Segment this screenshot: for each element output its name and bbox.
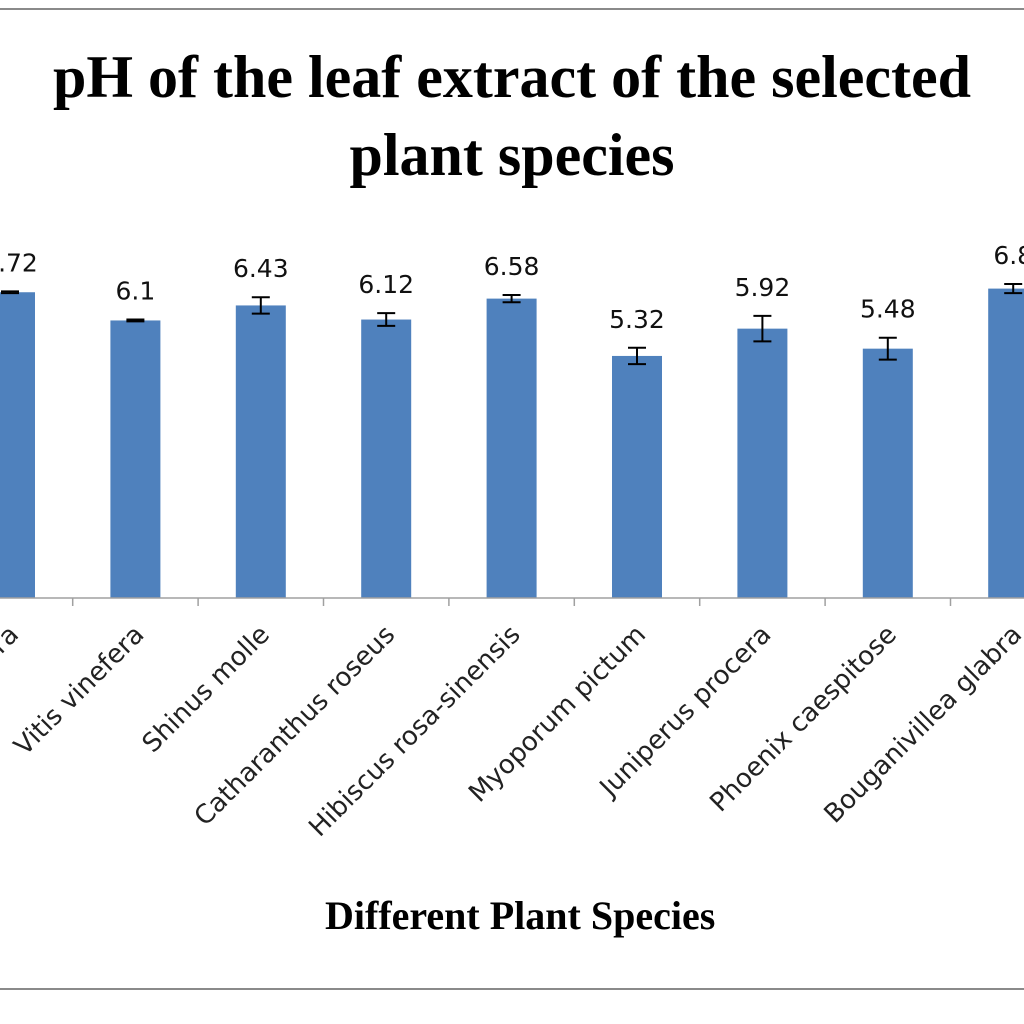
x-tick-label: Hibiscus rosa-sinensis xyxy=(303,620,526,843)
bar xyxy=(988,288,1024,598)
x-tick-label: …era xyxy=(0,620,25,690)
data-labels-layer: 6.72 6.1 6.43 6.12 6.58 5.32 5.92 5.48 6.8 xyxy=(0,241,1024,334)
data-label: 6.58 xyxy=(484,252,540,281)
chart-title-line-2: plant species xyxy=(349,122,675,188)
x-axis-title: Different Plant Species xyxy=(325,893,716,938)
bars-layer xyxy=(0,288,1024,598)
bar xyxy=(0,292,35,598)
chart-title-line-1: pH of the leaf extract of the selected xyxy=(53,44,971,110)
bar xyxy=(612,355,662,598)
data-label: 6.43 xyxy=(233,254,289,283)
error-bars-layer xyxy=(1,283,1023,366)
data-label: 5.48 xyxy=(860,295,916,324)
data-label: 5.32 xyxy=(609,305,665,334)
x-tick-label: Vitis vinefera xyxy=(9,620,151,762)
chart-border xyxy=(0,8,1024,990)
data-label: 6.72 xyxy=(0,248,38,277)
data-label: 5.92 xyxy=(735,273,791,302)
bar xyxy=(486,298,537,598)
data-label: 6.12 xyxy=(358,270,414,299)
data-label: 6.8 xyxy=(993,241,1024,270)
bar xyxy=(862,348,913,598)
bar xyxy=(235,305,286,598)
x-tick-label: Catharanthus roseus xyxy=(189,620,401,832)
bar xyxy=(737,328,788,598)
bar xyxy=(110,320,161,598)
x-tick-label: Shinus molle xyxy=(137,620,276,759)
chart-title: pH of the leaf extract of the selected p… xyxy=(0,38,1024,194)
x-axis xyxy=(0,597,1024,606)
data-label: 6.1 xyxy=(116,277,156,306)
bar xyxy=(361,319,412,598)
